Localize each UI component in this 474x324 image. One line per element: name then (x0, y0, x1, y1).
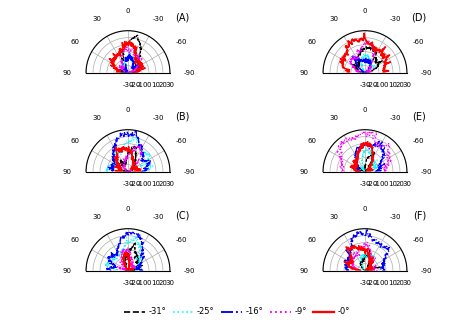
Text: (E): (E) (413, 111, 427, 122)
Text: (B): (B) (175, 111, 190, 122)
Legend: -31°, -25°, -16°, -9°, -0°: -31°, -25°, -16°, -9°, -0° (121, 304, 353, 320)
Text: (F): (F) (413, 211, 427, 221)
Text: (D): (D) (411, 13, 427, 22)
Text: (A): (A) (175, 13, 190, 22)
Text: (C): (C) (175, 211, 190, 221)
